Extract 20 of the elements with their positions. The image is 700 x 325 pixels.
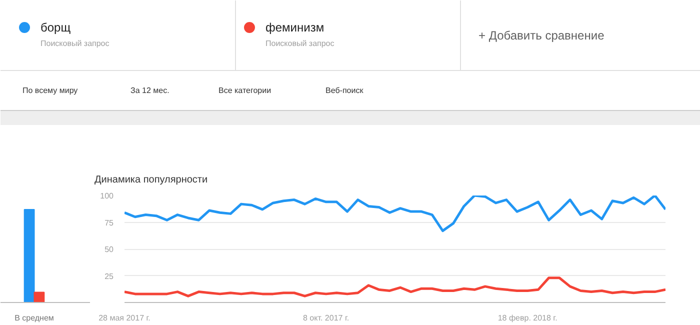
- line-series: [124, 196, 666, 232]
- text: Веб-поиск: [326, 86, 364, 95]
- text: + Добавить сравнение: [478, 28, 605, 42]
- x-tick-label: 18 февр. 2018 г.: [498, 314, 558, 322]
- text: Поисковый запрос: [40, 39, 110, 48]
- text: Все категории: [218, 86, 272, 95]
- legend-label: борщ: [40, 20, 71, 34]
- text: Поисковый запрос: [266, 39, 334, 48]
- x-tick-label: 28 мая 2017 г.: [98, 314, 150, 322]
- legend-label: феминизм: [266, 20, 324, 34]
- x-tick-label: В среднем: [14, 314, 54, 322]
- y-tick-label: 100: [100, 192, 114, 200]
- chart-title: Динамика популярности: [94, 174, 208, 186]
- text: За 12 мес.: [130, 86, 170, 95]
- line-series: [124, 276, 666, 298]
- x-tick-label: 8 окт. 2017 г.: [302, 314, 350, 322]
- text: По всему миру: [22, 86, 78, 95]
- y-tick-label: 50: [104, 245, 114, 254]
- y-tick-label: 25: [104, 272, 114, 281]
- y-tick-label: 75: [104, 218, 114, 228]
